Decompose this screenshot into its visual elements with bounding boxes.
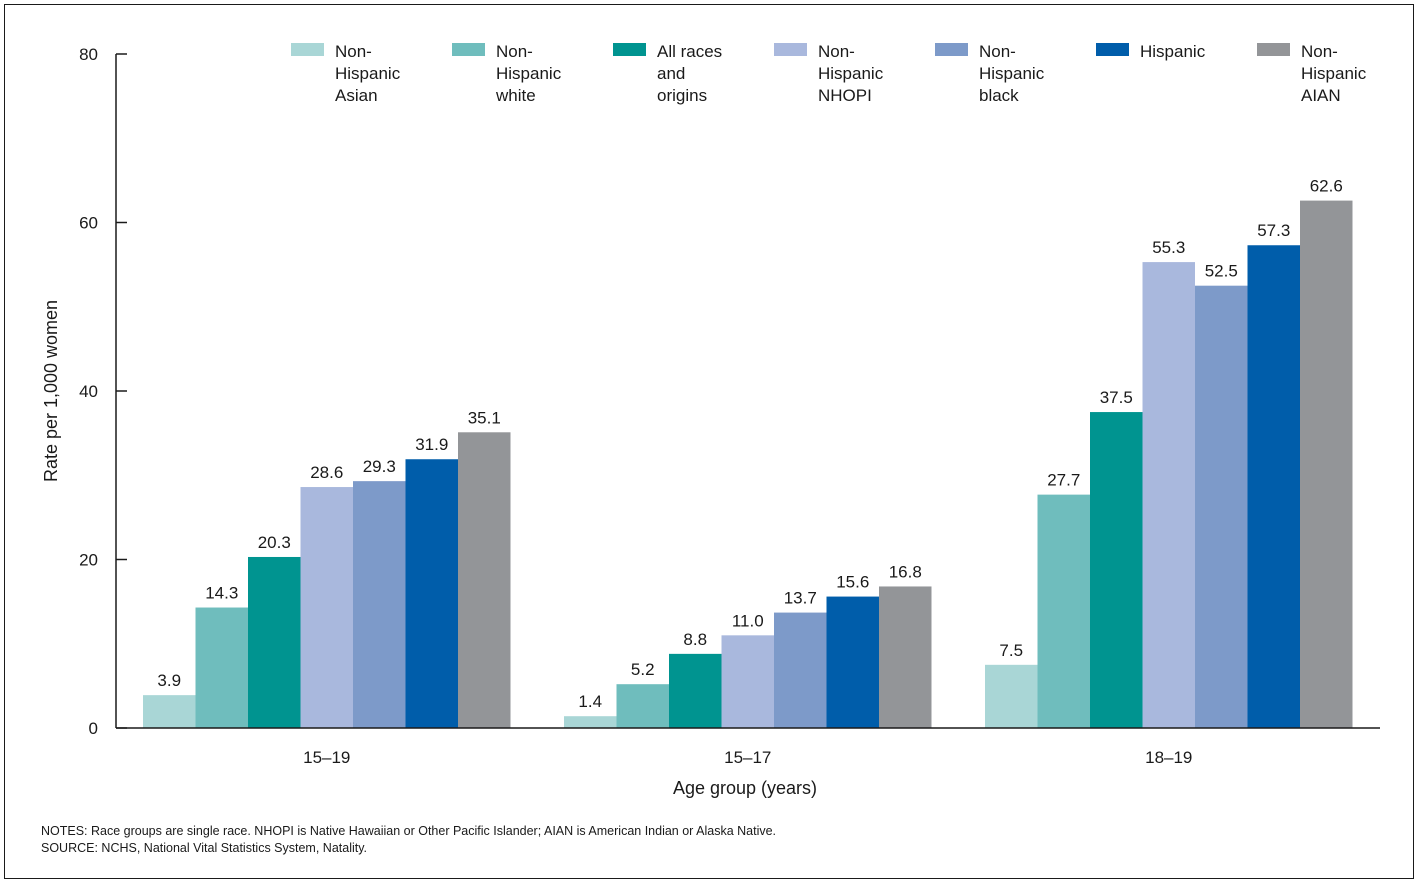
legend-label: Asian [335,86,378,105]
bar-value-label: 29.3 [363,457,396,476]
legend-swatch [935,43,968,56]
y-axis-title: Rate per 1,000 women [41,300,61,482]
bar-value-label: 14.3 [205,584,238,603]
legend-swatch [291,43,324,56]
bar [405,459,458,728]
bar-value-label: 1.4 [578,692,602,711]
bar-value-label: 57.3 [1257,221,1290,240]
bar-value-label: 8.8 [683,630,707,649]
bar-value-label: 62.6 [1310,177,1343,196]
legend-label: origins [657,86,707,105]
bar [564,716,617,728]
bar-value-label: 52.5 [1205,262,1238,281]
bar [458,432,511,728]
bar-value-label: 35.1 [468,408,501,427]
bar-value-label: 20.3 [258,533,291,552]
legend-swatch [1257,43,1290,56]
y-tick-label: 20 [79,551,98,570]
bar-value-label: 37.5 [1100,388,1133,407]
bar-value-label: 5.2 [631,660,655,679]
x-tick-label: 18–19 [1145,748,1192,767]
y-tick-label: 80 [79,45,98,64]
legend-label: All races [657,42,722,61]
bar-value-label: 28.6 [310,463,343,482]
bar [1300,200,1353,729]
y-tick-label: 0 [89,719,98,738]
legend-label: Non- [496,42,533,61]
legend-label: black [979,86,1019,105]
x-tick-label: 15–17 [724,748,771,767]
legend-label: Non- [818,42,855,61]
legend-swatch [613,43,646,56]
bar [1195,285,1248,728]
legend-label: Hispanic [496,64,562,83]
bar [1090,412,1143,728]
bar-value-label: 27.7 [1047,471,1080,490]
bar [143,695,196,728]
x-axis-title: Age group (years) [673,778,817,798]
notes-text: NOTES: Race groups are single race. NHOP… [41,824,777,838]
bar-value-label: 16.8 [889,562,922,581]
bar [669,653,722,728]
bar-value-label: 13.7 [784,589,817,608]
legend-label: NHOPI [818,86,872,105]
bar-value-label: 31.9 [415,435,448,454]
bar [616,684,669,728]
legend-label: and [657,64,685,83]
legend-label: AIAN [1301,86,1341,105]
bar [721,635,774,728]
bar [300,487,353,728]
bar-value-label: 11.0 [732,611,764,630]
legend-label: Hispanic [979,64,1045,83]
bar [353,481,406,728]
legend-label: Non- [1301,42,1338,61]
legend-swatch [774,43,807,56]
bar [879,586,932,728]
bar [195,607,248,728]
bar [1247,245,1300,728]
legend-label: Hispanic [1301,64,1367,83]
bar [1142,262,1195,728]
legend-label: Hispanic [818,64,884,83]
y-tick-label: 40 [79,382,98,401]
bar-value-label: 3.9 [157,671,181,690]
legend-label: Hispanic [335,64,401,83]
bar-value-label: 15.6 [836,573,869,592]
legend-label: Non- [335,42,372,61]
legend-label: Hispanic [1140,42,1206,61]
x-tick-label: 15–19 [303,748,350,767]
bar [248,556,301,728]
source-text: SOURCE: NCHS, National Vital Statistics … [41,841,368,855]
legend-swatch [452,43,485,56]
y-tick-label: 60 [79,214,98,233]
bar [774,612,827,728]
bar-value-label: 7.5 [999,641,1023,660]
bar [826,596,879,728]
bar [1037,494,1090,728]
bar-value-label: 55.3 [1152,238,1185,257]
figure-notes: NOTES: Race groups are single race. NHOP… [41,823,1401,857]
legend-swatch [1096,43,1129,56]
legend-label: Non- [979,42,1016,61]
bar [985,664,1038,728]
legend-label: white [495,86,536,105]
